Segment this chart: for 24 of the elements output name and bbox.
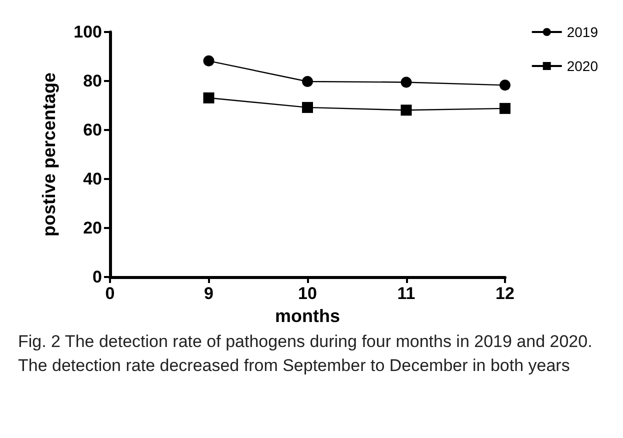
y-tick-label: 100: [74, 22, 102, 42]
point: [500, 102, 510, 114]
point: [400, 104, 412, 116]
x-tick-label: 11: [397, 284, 416, 303]
point: [400, 76, 412, 88]
y-axis-title: postive percentage: [39, 72, 59, 237]
x-tick-label: 12: [496, 284, 514, 303]
x-tick-label: 10: [298, 284, 317, 303]
legend-label: 2020: [566, 58, 598, 74]
y-tick-label: 80: [83, 72, 102, 90]
y-tick-label: 40: [83, 170, 102, 188]
y-tick-label: 60: [83, 120, 102, 140]
legend-label: 2019: [566, 24, 598, 40]
point: [203, 92, 214, 104]
y-tick-label: 0: [92, 268, 102, 286]
x-tick-label: 9: [204, 284, 214, 303]
point: [302, 76, 313, 87]
point: [203, 55, 214, 66]
x-tick-label: 0: [105, 284, 115, 303]
y-tick-label: 20: [83, 218, 102, 238]
x-axis-title: months: [275, 306, 340, 326]
point: [500, 80, 510, 91]
caption: Fig. 2 The detection rate of pathogens during four months in 2019 and 2020. The detection rate decreased from September to December in both years: [18, 331, 594, 377]
point: [302, 102, 313, 113]
